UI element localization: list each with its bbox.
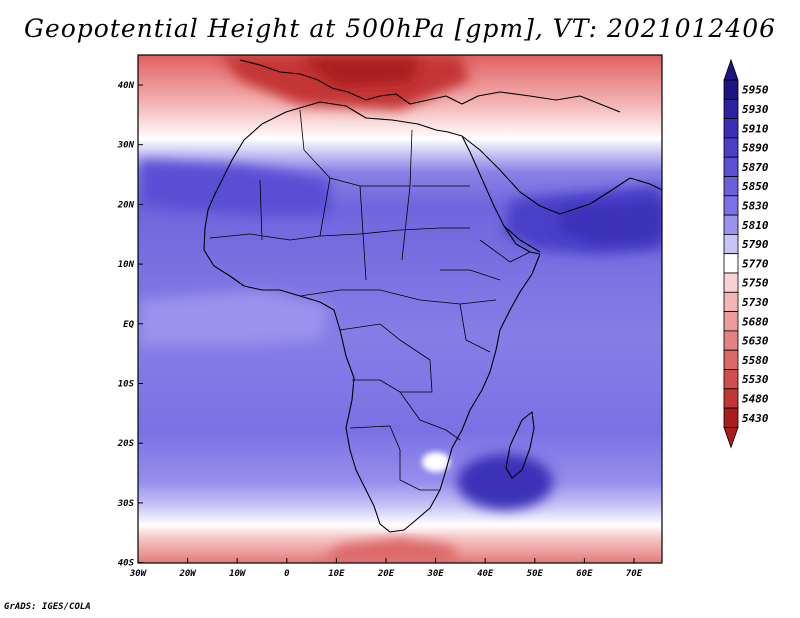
local-low-southern-africa	[422, 452, 450, 472]
colorbar-swatch	[723, 407, 739, 428]
border-sahel-line	[209, 227, 470, 241]
colorbar-min-arrow	[723, 426, 739, 449]
colorbar-swatch	[723, 98, 739, 120]
border-east-africa	[440, 269, 501, 353]
border-chad-sudan	[359, 185, 411, 281]
latitude-axis: 40N 30N 20N 10N EQ 10S 20S 30S 40S	[117, 81, 143, 569]
colorbar-label: 5630	[742, 335, 769, 348]
colorbar-swatch	[723, 118, 739, 139]
lat-label: 10S	[118, 380, 135, 390]
lon-label: 10W	[229, 569, 247, 579]
colorbar-swatch	[723, 388, 739, 409]
country-borders	[209, 109, 531, 491]
map-frame	[137, 54, 663, 564]
colorbar-label: 5790	[742, 238, 769, 251]
ridge-sahara	[140, 160, 330, 215]
colorbar-label: 5810	[742, 219, 769, 232]
colorbar-swatch	[723, 311, 739, 332]
colorbar-label: 5580	[742, 354, 769, 367]
colorbar-label: 5910	[742, 122, 769, 135]
colorbar-label: 5930	[742, 103, 769, 116]
colorbar-label: 5730	[742, 296, 769, 309]
border-drc	[339, 323, 433, 393]
lat-label: EQ	[123, 320, 134, 330]
colorbar-label: 5850	[742, 180, 769, 193]
europe-coastline	[239, 59, 621, 113]
lat-label: 20N	[117, 200, 135, 210]
arabia-coastline	[461, 135, 662, 253]
longitude-axis: 30W 20W 10W 0 10E 20E 30E 40E 50E 60E 70E	[129, 558, 643, 579]
colorbar-swatch	[723, 137, 739, 158]
lon-label: 50E	[527, 569, 544, 579]
border-southern-africa	[349, 391, 461, 491]
lon-label: 20W	[178, 569, 197, 579]
border-mali-niger	[259, 177, 331, 241]
lat-label: 10N	[118, 260, 135, 270]
colorbar-swatch	[723, 156, 739, 177]
lat-label: 40S	[118, 559, 135, 569]
coastlines	[203, 59, 662, 533]
colorbar-swatch	[723, 330, 739, 351]
madagascar-coastline	[505, 411, 535, 479]
grads-credit: GrADS: IGES/COLA	[4, 602, 91, 612]
colorbar-label: 5680	[742, 315, 769, 328]
colorbar-swatch	[723, 291, 739, 312]
colorbar-label: 5770	[742, 257, 769, 270]
colorbar-label: 5950	[742, 84, 769, 97]
colorbar-label: 5430	[742, 412, 769, 425]
map-title: Geopotential Height at 500hPa [gpm], VT:…	[23, 14, 777, 43]
colorbar-label: 5870	[742, 161, 769, 174]
colorbar-swatch	[723, 233, 739, 255]
colorbar-label: 5480	[742, 392, 769, 405]
colorbar-swatch	[723, 253, 739, 274]
lat-label: 20S	[117, 439, 135, 449]
lon-label: 30W	[129, 569, 148, 579]
colorbar-swatch	[723, 369, 739, 390]
trough-equatorial-atlantic	[140, 290, 330, 345]
lon-label: 70E	[626, 569, 643, 579]
ridge-mozambique-channel	[457, 454, 553, 510]
lat-label: 40N	[118, 81, 135, 91]
lon-label: 60E	[576, 569, 593, 579]
colorbar-swatch	[723, 195, 739, 216]
lon-label: 0	[284, 569, 290, 579]
colorbar-label: 5830	[742, 199, 769, 212]
height-field	[138, 55, 662, 563]
africa-coastline	[203, 101, 541, 533]
colorbar-label: 5750	[742, 277, 769, 290]
colorbar-swatch	[723, 214, 739, 235]
border-horn	[479, 239, 531, 263]
colorbar: 5950 5930 5910 5890 5870 5850 5830 5810 5790 5770…	[723, 58, 769, 449]
border-algeria-libya	[299, 109, 413, 187]
trough-mediterranean-core	[300, 58, 420, 86]
colorbar-swatch	[723, 272, 739, 293]
colorbar-swatch	[723, 79, 739, 100]
lon-label: 20E	[377, 569, 395, 579]
lon-label: 10E	[328, 569, 345, 579]
colorbar-swatch	[723, 349, 739, 370]
colorbar-label: 5530	[742, 373, 769, 386]
colorbar-swatch	[723, 176, 739, 197]
lat-label: 30S	[117, 499, 135, 509]
lat-label: 30N	[117, 141, 135, 151]
lon-label: 30E	[426, 569, 444, 579]
colorbar-label: 5890	[742, 142, 769, 155]
lon-label: 40E	[477, 569, 494, 579]
ridge-arabia-core	[560, 200, 662, 244]
trough-southern	[320, 538, 460, 563]
colorbar-max-arrow	[723, 58, 739, 81]
border-central-belt	[299, 289, 497, 305]
